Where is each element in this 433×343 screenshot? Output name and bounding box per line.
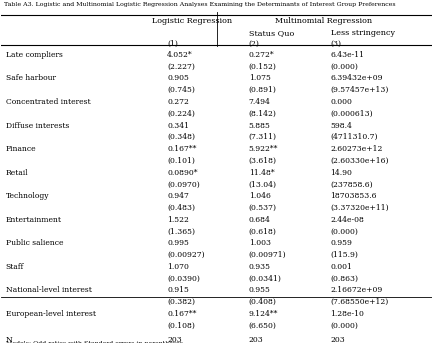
Text: 6.39432e+09: 6.39432e+09 — [330, 74, 383, 82]
Text: 0.947: 0.947 — [167, 192, 189, 200]
Text: 14.90: 14.90 — [330, 168, 352, 177]
Text: Less stringency: Less stringency — [330, 29, 394, 37]
Text: Safe harbour: Safe harbour — [6, 74, 56, 82]
Text: (6.650): (6.650) — [249, 321, 277, 330]
Text: (2): (2) — [249, 40, 260, 48]
Text: 598.4: 598.4 — [330, 121, 352, 130]
Text: 203: 203 — [249, 336, 264, 343]
Text: 2.16672e+09: 2.16672e+09 — [330, 286, 383, 294]
Text: 0.959: 0.959 — [330, 239, 352, 247]
Text: (0.224): (0.224) — [167, 110, 195, 118]
Text: (0.101): (0.101) — [167, 157, 195, 165]
Text: (115.9): (115.9) — [330, 251, 359, 259]
Text: 5.885: 5.885 — [249, 121, 271, 130]
Text: Diffuse interests: Diffuse interests — [6, 121, 69, 130]
Text: 203: 203 — [167, 336, 182, 343]
Text: Staff: Staff — [6, 263, 24, 271]
Text: 0.905: 0.905 — [167, 74, 189, 82]
Text: 4.052*: 4.052* — [167, 51, 193, 59]
Text: (0.108): (0.108) — [167, 321, 195, 330]
Text: 0.272*: 0.272* — [249, 51, 275, 59]
Text: (0.0390): (0.0390) — [167, 274, 200, 282]
Text: 1.070: 1.070 — [167, 263, 189, 271]
Text: 1.28e-10: 1.28e-10 — [330, 310, 365, 318]
Text: (1.365): (1.365) — [167, 227, 195, 235]
Text: Multinomial Regression: Multinomial Regression — [275, 17, 373, 25]
Text: 1.522: 1.522 — [167, 216, 189, 224]
Text: (7.311): (7.311) — [249, 133, 277, 141]
Text: N: N — [6, 336, 13, 343]
Text: 9.124**: 9.124** — [249, 310, 278, 318]
Text: 203: 203 — [330, 336, 345, 343]
Text: 2.60273e+12: 2.60273e+12 — [330, 145, 383, 153]
Text: (0.382): (0.382) — [167, 298, 195, 306]
Text: Logistic Regression: Logistic Regression — [152, 17, 232, 25]
Text: Late compliers: Late compliers — [6, 51, 62, 59]
Text: 1.046: 1.046 — [249, 192, 271, 200]
Text: 0.915: 0.915 — [167, 286, 189, 294]
Text: 0.000: 0.000 — [330, 98, 352, 106]
Text: (0.348): (0.348) — [167, 133, 195, 141]
Text: (1): (1) — [167, 40, 178, 48]
Text: (2.227): (2.227) — [167, 63, 195, 71]
Text: 0.955: 0.955 — [249, 286, 271, 294]
Text: Entertainment: Entertainment — [6, 216, 61, 224]
Text: 0.0890*: 0.0890* — [167, 168, 197, 177]
Text: (0.0970): (0.0970) — [167, 180, 200, 188]
Text: (8.142): (8.142) — [249, 110, 277, 118]
Text: 5.922**: 5.922** — [249, 145, 278, 153]
Text: (0.00927): (0.00927) — [167, 251, 205, 259]
Text: 18703853.6: 18703853.6 — [330, 192, 377, 200]
Text: (0.408): (0.408) — [249, 298, 277, 306]
Text: Concentrated interest: Concentrated interest — [6, 98, 90, 106]
Text: (0.0341): (0.0341) — [249, 274, 281, 282]
Text: 0.001: 0.001 — [330, 263, 352, 271]
Text: 0.935: 0.935 — [249, 263, 271, 271]
Text: (0.483): (0.483) — [167, 204, 195, 212]
Text: 0.167**: 0.167** — [167, 310, 197, 318]
Text: (0.000): (0.000) — [330, 227, 359, 235]
Text: 1.075: 1.075 — [249, 74, 271, 82]
Text: National-level interest: National-level interest — [6, 286, 91, 294]
Text: (13.04): (13.04) — [249, 180, 277, 188]
Text: (237858.6): (237858.6) — [330, 180, 373, 188]
Text: (9.57457e+13): (9.57457e+13) — [330, 86, 389, 94]
Text: Technology: Technology — [6, 192, 49, 200]
Text: (7.68550e+12): (7.68550e+12) — [330, 298, 389, 306]
Text: (0.745): (0.745) — [167, 86, 195, 94]
Text: (0.000): (0.000) — [330, 321, 359, 330]
Text: (0.863): (0.863) — [330, 274, 359, 282]
Text: (0.891): (0.891) — [249, 86, 277, 94]
Text: (4711310.7): (4711310.7) — [330, 133, 378, 141]
Text: 0.272: 0.272 — [167, 98, 189, 106]
Text: (0.000): (0.000) — [330, 63, 359, 71]
Text: Models: Odd ratios with Standard errors in parentheses: Models: Odd ratios with Standard errors … — [6, 341, 183, 343]
Text: (2.60330e+16): (2.60330e+16) — [330, 157, 389, 165]
Text: (0.152): (0.152) — [249, 63, 277, 71]
Text: (0.537): (0.537) — [249, 204, 277, 212]
Text: 6.43e-11: 6.43e-11 — [330, 51, 365, 59]
Text: 2.44e-08: 2.44e-08 — [330, 216, 365, 224]
Text: 1.003: 1.003 — [249, 239, 271, 247]
Text: Status Quo: Status Quo — [249, 29, 294, 37]
Text: Finance: Finance — [6, 145, 36, 153]
Text: 0.995: 0.995 — [167, 239, 189, 247]
Text: (3.618): (3.618) — [249, 157, 277, 165]
Text: (0.618): (0.618) — [249, 227, 277, 235]
Text: Table A3. Logistic and Multinomial Logistic Regression Analyses Examining the De: Table A3. Logistic and Multinomial Logis… — [4, 2, 396, 7]
Text: (3): (3) — [330, 40, 342, 48]
Text: Retail: Retail — [6, 168, 28, 177]
Text: 7.494: 7.494 — [249, 98, 271, 106]
Text: 11.48*: 11.48* — [249, 168, 275, 177]
Text: (3.37320e+11): (3.37320e+11) — [330, 204, 389, 212]
Text: 0.684: 0.684 — [249, 216, 271, 224]
Text: 0.341: 0.341 — [167, 121, 189, 130]
Text: (0.000613): (0.000613) — [330, 110, 373, 118]
Text: Public salience: Public salience — [6, 239, 63, 247]
Text: (0.00971): (0.00971) — [249, 251, 286, 259]
Text: 0.167**: 0.167** — [167, 145, 197, 153]
Text: European-level interest: European-level interest — [6, 310, 96, 318]
